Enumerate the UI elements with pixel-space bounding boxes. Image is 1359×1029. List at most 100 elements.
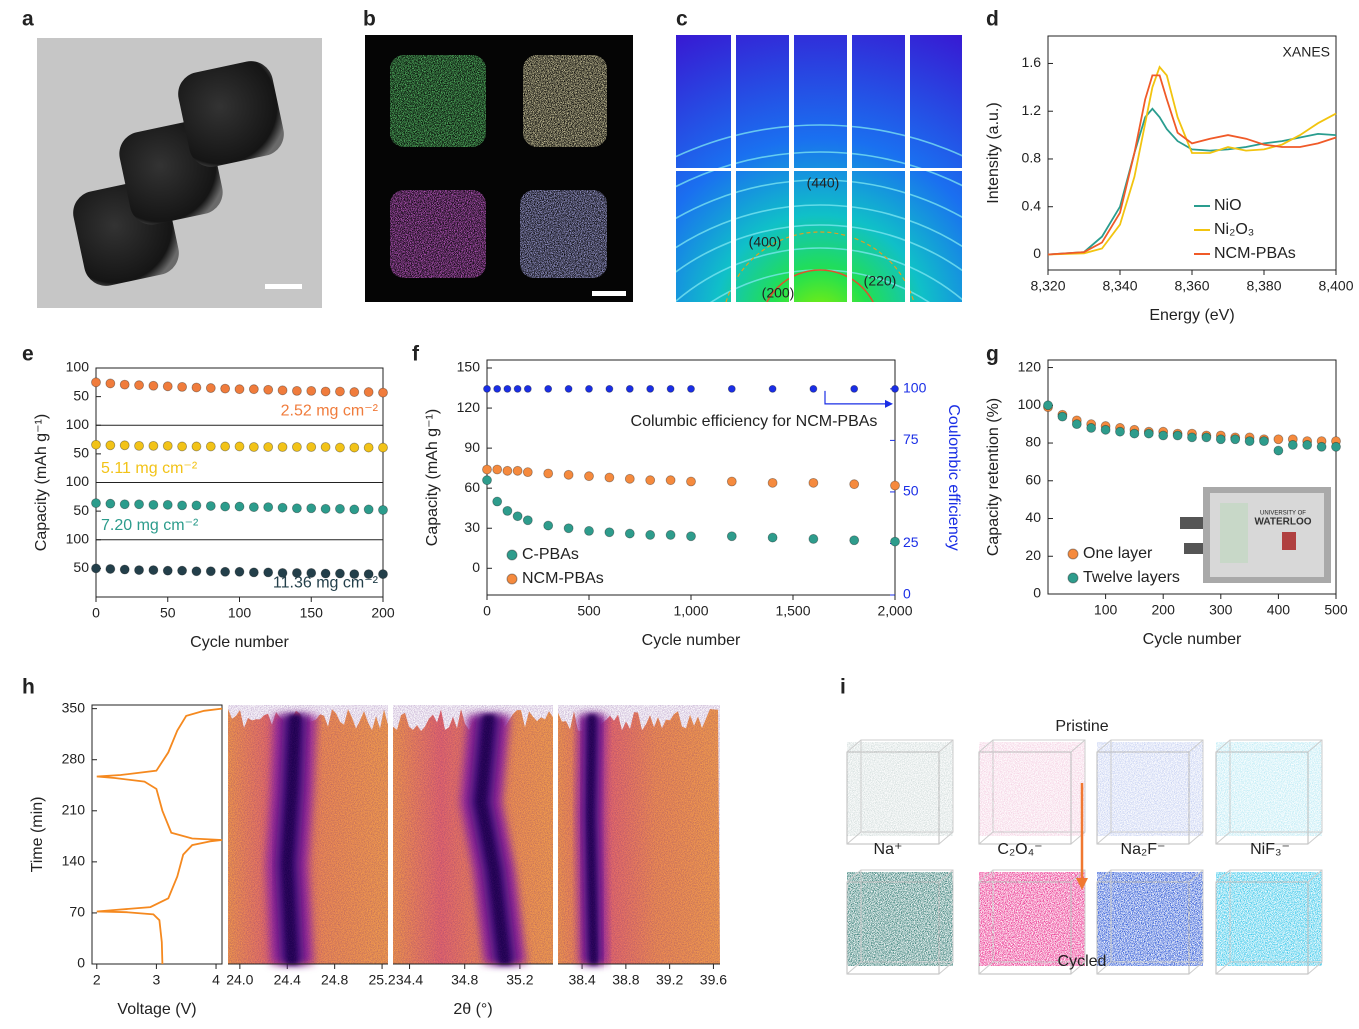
data-point	[1316, 441, 1327, 452]
data-point	[482, 475, 492, 486]
y-tick-label: 210	[62, 801, 86, 817]
cube-edge	[860, 869, 954, 963]
y-tick-label: 50	[73, 559, 89, 575]
cube-edge	[1307, 831, 1323, 845]
y-tick-label: 70	[69, 904, 85, 920]
data-point	[1100, 424, 1111, 435]
x-tick-label: 500	[1324, 602, 1348, 618]
pouch-cell-photo	[1180, 487, 1331, 583]
x-tick-label: 25.2	[368, 972, 395, 988]
x-tick-label: 8,320	[1030, 278, 1065, 294]
data-point	[645, 530, 656, 540]
data-point	[1172, 430, 1183, 441]
y-tick-label: 100	[903, 380, 927, 396]
y-tick-label: 80	[1025, 434, 1041, 450]
data-point	[1215, 434, 1226, 445]
cube-edge	[1096, 869, 1112, 883]
data-point	[306, 442, 317, 452]
y-tick-label: 50	[73, 502, 89, 518]
cube-edge	[846, 739, 862, 753]
data-point	[850, 384, 859, 393]
y-tick-label: 50	[73, 387, 89, 403]
cube-fill	[1216, 742, 1322, 836]
data-point	[727, 384, 736, 393]
data-point	[1230, 434, 1241, 445]
data-point	[726, 531, 737, 542]
x-tick-label: 39.2	[656, 972, 683, 988]
data-point	[492, 464, 503, 475]
y-axis-label: Capacity retention (%)	[985, 398, 1002, 556]
data-point	[1187, 432, 1197, 443]
panel-label: d	[986, 8, 999, 31]
data-point	[767, 477, 778, 488]
data-point	[162, 440, 173, 451]
data-point	[349, 442, 360, 453]
x-axis-label: Energy (eV)	[1149, 307, 1234, 324]
data-point	[1273, 445, 1284, 456]
data-point	[263, 567, 274, 578]
data-point	[1057, 411, 1068, 422]
data-point	[502, 465, 513, 476]
x-tick-label: 38.4	[568, 972, 595, 988]
cube-fill	[847, 872, 953, 966]
cube-edge	[1070, 961, 1086, 975]
legend-label: NCM-PBAs	[1214, 245, 1296, 262]
data-point	[335, 442, 345, 453]
plot-frame	[1047, 359, 1337, 595]
data-point	[162, 565, 173, 576]
x-axis-label: Cycle number	[190, 634, 289, 651]
cube-edge	[846, 831, 862, 845]
data-point	[563, 523, 574, 534]
cube-fill	[1097, 872, 1203, 966]
x-tick-label: 24.8	[321, 972, 348, 988]
cube-edge	[1110, 869, 1204, 963]
y-tick-label: 90	[464, 439, 480, 455]
legend-label: NCM-PBAs	[522, 570, 604, 587]
data-line	[96, 707, 223, 965]
data-point	[234, 441, 245, 452]
data-point	[177, 381, 188, 392]
y-tick-label: 25	[903, 534, 919, 550]
cube-edge	[1215, 961, 1231, 975]
data-point	[624, 473, 635, 484]
x-tick-label: 200	[371, 605, 395, 621]
data-point	[492, 496, 503, 507]
data-point	[119, 564, 130, 575]
cube-edge	[978, 831, 994, 845]
data-point	[248, 567, 259, 578]
cube-edge	[938, 739, 954, 753]
y-axis-label: Time (min)	[29, 797, 46, 873]
y-tick-label: 100	[66, 530, 90, 546]
data-point	[604, 472, 615, 483]
data-point	[291, 385, 302, 396]
data-point	[335, 503, 345, 514]
data-point	[191, 382, 202, 393]
legend-marker	[1067, 548, 1079, 560]
cube-edge	[1307, 869, 1323, 883]
data-point	[91, 377, 101, 388]
cube-edge	[1096, 739, 1112, 753]
data-point	[263, 502, 274, 513]
y-tick-label: 140	[62, 853, 86, 869]
y2-axis-label: Coulombic efficiency	[945, 404, 962, 550]
reflection-label: (400)	[749, 234, 782, 250]
data-point	[148, 440, 159, 451]
y-tick-label: 0	[1033, 245, 1041, 261]
legend-marker	[1067, 572, 1079, 584]
data-point	[564, 384, 573, 393]
data-point	[1115, 426, 1125, 437]
legend-label: NiO	[1214, 197, 1242, 214]
data-point	[891, 384, 899, 393]
data-point	[605, 384, 614, 393]
legend-marker	[506, 573, 518, 585]
data-point	[1158, 430, 1169, 441]
cube-edge	[978, 739, 994, 753]
y-tick-label: 120	[457, 399, 481, 415]
data-point	[277, 442, 288, 452]
xrd-pattern	[676, 35, 962, 302]
x-tick-label: 8,360	[1174, 278, 1209, 294]
data-point	[686, 476, 696, 487]
data-point	[91, 498, 101, 509]
reflection-label: (220)	[864, 273, 897, 289]
data-point	[624, 528, 635, 539]
